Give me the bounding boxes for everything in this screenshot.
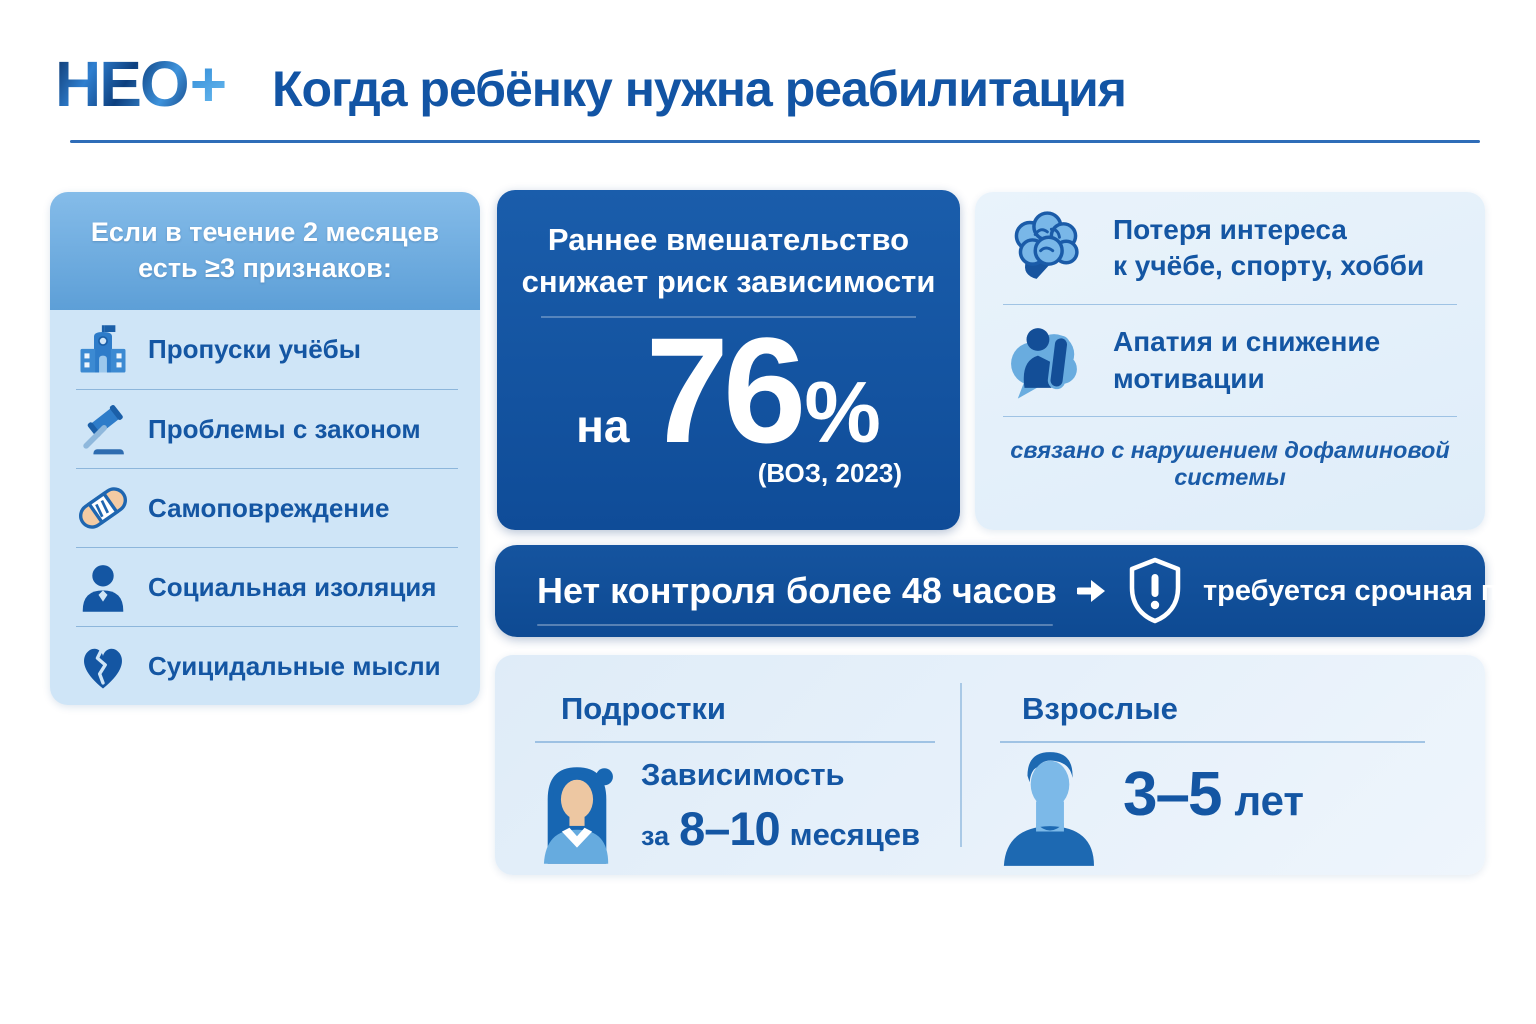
- adults-title: Взрослые: [1022, 691, 1178, 726]
- dopamine-note: связано с нарушением дофаминовой системы: [1003, 416, 1457, 491]
- gavel-icon: [76, 402, 130, 456]
- neo-plus-logo: НЕО+: [55, 52, 227, 116]
- stat-value-block: на 76 %: [497, 308, 960, 473]
- broken-heart-icon: [76, 639, 130, 693]
- plus-icon: +: [189, 48, 227, 120]
- teens-title: Подростки: [561, 691, 726, 726]
- adults-duration-unit: лет: [1234, 777, 1304, 824]
- symptom-label: Потеря интереса к учёбе, спорту, хобби: [1113, 212, 1424, 285]
- page-title-rest: нужна реабилитация: [611, 61, 1127, 117]
- teens-line2: за 8–10 месяцев: [641, 801, 920, 856]
- stat-line2: снижает риск зависимости: [521, 264, 936, 299]
- teens-line1: Зависимость: [641, 757, 845, 792]
- adult-man-avatar: [991, 733, 1109, 875]
- symptom-line1: Потеря интереса: [1113, 213, 1347, 245]
- warning-signs-header: Если в течение 2 месяцев есть ≥3 признак…: [50, 192, 480, 310]
- sign-label: Проблемы с законом: [148, 413, 421, 444]
- stat-divider: [541, 316, 916, 318]
- list-item: Проблемы с законом: [76, 389, 458, 468]
- logo-text: НЕО: [55, 48, 190, 120]
- warning-header-line1: Если в течение 2 месяцев: [90, 217, 440, 247]
- bandage-icon: [76, 481, 130, 535]
- timeline-panel: Подростки Зависимость за 8–10 месяцев Вз…: [495, 655, 1485, 875]
- sign-label: Пропуски учёбы: [148, 334, 361, 364]
- header-divider: [70, 140, 1480, 143]
- banner-right-text: требуется срочная помощь: [1202, 574, 1536, 607]
- warning-header-line2: есть ≥3 признаков:: [138, 253, 392, 284]
- stat-value: 76: [645, 306, 807, 474]
- stat-source: (ВОЗ, 2023): [757, 458, 902, 488]
- symptom-label: Апатия и снижение мотивации: [1113, 324, 1380, 397]
- urgent-help-banner: Нет контроля более 48 часов требуется ср…: [495, 545, 1536, 637]
- list-item: Суицидальные мысли: [76, 626, 458, 705]
- symptom-line2: к учёбе, спорту, хобби: [1113, 250, 1425, 281]
- page-title: Когда ребёнку нужна реабилитация: [272, 60, 1127, 118]
- teens-text-block: Зависимость за 8–10 месяцев: [641, 757, 920, 856]
- teens-divider: [535, 741, 935, 743]
- teen-girl-avatar: [525, 747, 629, 872]
- shield-exclamation-icon: [1123, 556, 1187, 626]
- school-icon: [76, 323, 130, 377]
- list-item: Самоповреждение: [76, 468, 458, 547]
- brain-icon: [1003, 205, 1089, 291]
- symptom-line1: Апатия и снижение: [1113, 326, 1381, 358]
- page-title-bold: Когда ребёнку: [272, 61, 613, 117]
- list-item: Апатия и снижение мотивации: [1003, 304, 1457, 416]
- list-item: Потеря интереса к учёбе, спорту, хобби: [1003, 192, 1457, 304]
- sign-label: Социальная изоляция: [148, 571, 437, 602]
- warning-signs-list: Пропуски учёбы Проблемы с законом: [50, 310, 480, 705]
- apathy-icon: [1003, 318, 1089, 404]
- stat-line1: Раннее вмешательство: [547, 222, 910, 257]
- person-icon: [76, 560, 130, 614]
- stat-percent-sign: %: [804, 365, 881, 461]
- list-item: Пропуски учёбы: [76, 310, 458, 389]
- adults-text-block: 3–5 лет: [1123, 759, 1304, 830]
- teens-prefix: за: [641, 821, 670, 851]
- teens-duration-value: 8–10: [679, 802, 781, 855]
- adults-duration-value: 3–5: [1123, 760, 1222, 829]
- arrow-right-icon: [1076, 578, 1107, 604]
- sign-label: Самоповреждение: [148, 492, 390, 523]
- stat-prefix: на: [576, 400, 630, 452]
- early-intervention-card: Раннее вмешательство снижает риск зависи…: [497, 190, 960, 530]
- list-item: Социальная изоляция: [76, 547, 458, 626]
- symptoms-panel: Потеря интереса к учёбе, спорту, хобби: [975, 192, 1485, 530]
- sign-label: Суицидальные мысли: [148, 650, 441, 681]
- symptom-line2: мотивации: [1113, 362, 1265, 394]
- teens-duration-unit: месяцев: [789, 817, 921, 852]
- adults-divider: [1000, 741, 1425, 743]
- warning-signs-panel: Если в течение 2 месяцев есть ≥3 признак…: [50, 192, 480, 705]
- banner-left-text: Нет контроля более 48 часов: [537, 570, 1057, 626]
- timeline-vertical-divider: [960, 683, 962, 847]
